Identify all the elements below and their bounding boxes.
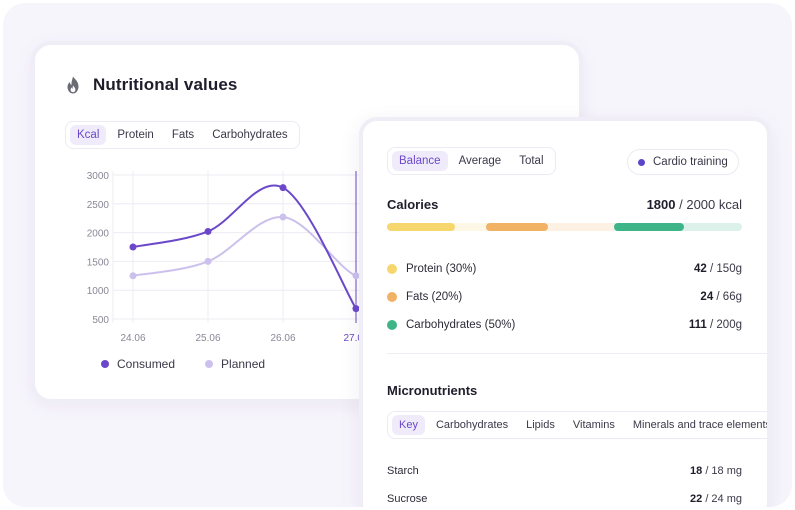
fire-icon (67, 76, 79, 94)
x-tick-label: 24.06 (120, 333, 145, 344)
tab-lipids[interactable]: Lipids (526, 419, 555, 431)
y-tick-label: 1500 (87, 257, 110, 268)
micro-row-sucrose: Sucrose 22 / 24 mg (387, 485, 742, 507)
balance-card: Balance Average Total Cardio training Ca… (359, 117, 771, 507)
data-point-consumed (204, 227, 212, 235)
tab-key[interactable]: Key (392, 415, 425, 435)
x-tick-label: 27.06 (343, 333, 368, 344)
macro-label: Fats (20%) (406, 291, 463, 303)
x-tick-label: 25.06 (195, 333, 220, 344)
x-tick-label: 26.06 (270, 333, 295, 344)
macro-bar-fill (387, 223, 455, 231)
micro-row-starch: Starch 18 / 18 mg (387, 457, 742, 485)
page-frame: Nutritional values Kcal Protein Fats Car… (3, 3, 792, 507)
calories-target: / 2000 kcal (679, 197, 742, 212)
card-title: Nutritional values (93, 75, 238, 94)
planned-dot-icon (205, 360, 214, 368)
tab-kcal[interactable]: Kcal (70, 125, 107, 145)
macro-bar-segment (387, 223, 487, 231)
macro-row-fats: Fats (20%) 24 / 66g (387, 283, 742, 311)
series-line-consumed (132, 184, 357, 310)
legend-item-planned[interactable]: Planned (205, 357, 265, 371)
macro-target: / 150g (710, 263, 742, 275)
macro-row-carbohydrates: Carbohydrates (50%) 111 / 200g (387, 311, 742, 339)
micronutrients-title: Micronutrients (387, 383, 478, 398)
data-point-planned (352, 272, 360, 280)
macro-bar-track (486, 223, 615, 231)
calories-consumed: 1800 (646, 197, 676, 212)
legend-label-consumed: Consumed (117, 357, 176, 371)
micronutrient-list: Starch 18 / 18 mg Sucrose 22 / 24 mg (387, 457, 742, 507)
micro-target: / 24 mg (705, 493, 742, 505)
consumed-dot-icon (101, 360, 109, 368)
tab-average[interactable]: Average (458, 155, 502, 167)
macro-target: / 66g (716, 291, 742, 303)
calories-label: Calories (387, 197, 439, 212)
data-point-consumed (352, 305, 360, 313)
balance-tabs: Balance Average Total (387, 147, 556, 175)
fats-dot-icon (387, 292, 397, 302)
tab-fats[interactable]: Fats (171, 129, 195, 141)
nutrient-tabs: Kcal Protein Fats Carbohydrates (65, 121, 300, 149)
legend-label-planned: Planned (221, 357, 266, 371)
calories-value: 1800 / 2000 kcal (647, 197, 742, 212)
micro-label: Starch (387, 465, 419, 477)
calories-row: Calories 1800 / 2000 kcal (387, 197, 742, 212)
legend-item-consumed[interactable]: Consumed (101, 357, 175, 371)
micro-value: 18 (690, 465, 703, 477)
data-point-consumed (279, 184, 287, 192)
macro-target: / 200g (710, 319, 742, 331)
chart-legend: Consumed Planned (101, 357, 265, 371)
tab-balance[interactable]: Balance (392, 151, 448, 171)
micro-value: 22 (690, 493, 703, 505)
cardio-training-chip[interactable]: Cardio training (627, 149, 739, 175)
cardio-label: Cardio training (653, 156, 728, 168)
micro-target: / 18 mg (705, 465, 742, 477)
tab-vitamins[interactable]: Vitamins (572, 419, 615, 431)
data-point-planned (129, 272, 137, 280)
macro-progress-bar (387, 223, 742, 231)
tab-micro-carbohydrates[interactable]: Carbohydrates (435, 419, 509, 431)
macro-list: Protein (30%) 42 / 150g Fats (20%) 24 / … (387, 255, 742, 339)
macro-row-protein: Protein (30%) 42 / 150g (387, 255, 742, 283)
macro-bar-fill (486, 223, 548, 231)
macro-bar-segment (486, 223, 615, 231)
chart-svg: 3000 2500 2000 1500 1000 500 24.06 25.06 26.06 27… (87, 171, 395, 344)
y-tick-label: 1000 (87, 286, 110, 297)
macro-value: 42 (694, 263, 707, 275)
data-point-planned (204, 257, 212, 265)
tab-minerals[interactable]: Minerals and trace elements (632, 419, 771, 431)
macro-label: Protein (30%) (406, 263, 477, 275)
macro-bar-fill (614, 223, 685, 231)
y-tick-label: 3000 (87, 171, 110, 182)
data-point-consumed (129, 243, 137, 251)
tab-protein[interactable]: Protein (117, 129, 154, 141)
y-tick-label: 2500 (87, 200, 110, 211)
macro-bar-segment (614, 223, 742, 231)
tab-total[interactable]: Total (519, 155, 544, 167)
data-point-planned (279, 213, 287, 221)
card-header: Nutritional values (65, 75, 237, 95)
tab-carbohydrates[interactable]: Carbohydrates (212, 129, 288, 141)
macro-label: Carbohydrates (50%) (406, 319, 516, 331)
micro-label: Sucrose (387, 493, 428, 505)
kcal-line-chart: 3000 2500 2000 1500 1000 500 24.06 25.06 26.06 27… (55, 163, 395, 353)
section-divider (387, 353, 767, 354)
carbohydrates-dot-icon (387, 320, 397, 330)
protein-dot-icon (387, 264, 397, 274)
macro-value: 111 (688, 319, 707, 331)
y-tick-label: 2000 (87, 229, 110, 240)
micronutrient-tabs: Key Carbohydrates Lipids Vitamins Minera… (387, 411, 771, 439)
cardio-dot-icon (638, 158, 645, 166)
macro-value: 24 (700, 291, 714, 303)
y-tick-label: 500 (92, 315, 109, 326)
